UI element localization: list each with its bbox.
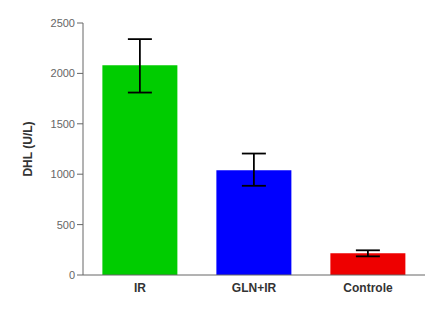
svg-text:1500: 1500	[51, 118, 75, 130]
svg-text:0: 0	[69, 269, 75, 281]
svg-text:DHL (U/L): DHL (U/L)	[21, 121, 35, 176]
svg-text:GLN+IR: GLN+IR	[232, 281, 277, 295]
svg-text:Controle: Controle	[343, 281, 393, 295]
svg-text:IR: IR	[134, 281, 146, 295]
svg-text:1000: 1000	[51, 168, 75, 180]
svg-text:2500: 2500	[51, 17, 75, 29]
svg-text:500: 500	[57, 219, 75, 231]
svg-text:2000: 2000	[51, 67, 75, 79]
